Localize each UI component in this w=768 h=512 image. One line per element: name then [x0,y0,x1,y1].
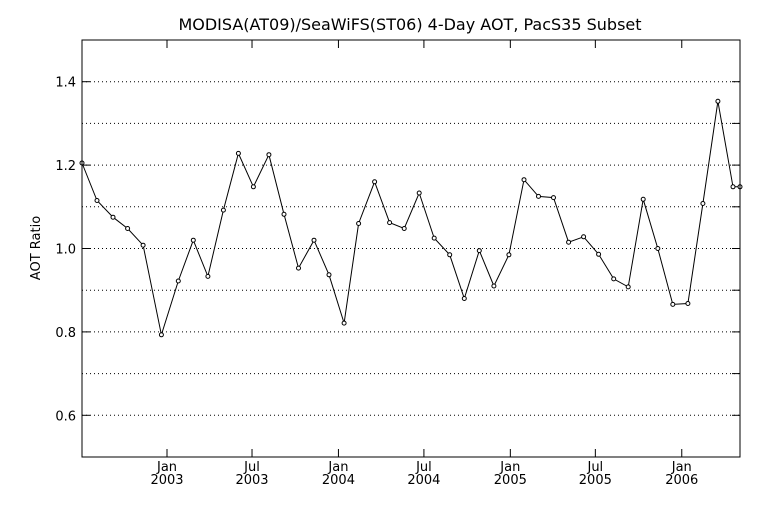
series-line [81,101,740,337]
x-tick-month-label: Jan [671,460,692,475]
y-tick-label: 0.6 [55,409,76,424]
x-tick-month-label: Jul [415,460,432,475]
data-point [715,98,721,104]
data-point [220,207,226,213]
data-point [640,196,646,202]
data-point [670,301,676,307]
data-point [372,179,378,185]
data-point [491,283,497,289]
data-point [296,265,301,271]
x-tick-month-label: Jul [243,460,260,475]
data-point [190,237,196,243]
data-point [551,195,556,201]
data-point [581,234,587,240]
x-tick-month-label: Jan [156,460,177,475]
data-point [326,272,332,278]
data-point [401,226,407,231]
series-layer [79,98,743,338]
data-point [655,246,661,251]
y-tick-label: 0.8 [55,326,76,341]
data-point [685,301,691,306]
grid-layer [82,81,740,416]
x-tick-year-label: 2003 [235,473,268,488]
data-point [281,211,287,217]
x-tick-month-label: Jul [586,460,603,475]
data-point [341,320,347,326]
data-point [356,221,362,226]
data-point [266,152,272,158]
data-point [416,190,422,196]
data-point [461,296,467,301]
data-point [158,332,164,338]
data-point [506,252,512,258]
x-tick-year-label: 2004 [322,473,355,488]
x-tick-year-label: 2005 [579,473,612,488]
x-tick-year-label: 2004 [407,473,440,488]
tick-layer [82,40,740,457]
data-point [431,235,437,241]
data-point [125,226,131,231]
y-tick-label: 1.4 [55,76,76,91]
data-point [476,248,482,254]
data-point [250,184,256,190]
data-point [387,220,393,226]
data-point [730,184,736,190]
data-point [447,252,453,258]
x-tick-month-label: Jan [499,460,520,475]
data-point [625,284,631,290]
data-point [175,278,181,284]
data-point [140,242,146,248]
data-point [596,251,602,257]
y-tick-label: 1.2 [55,159,76,174]
data-point [536,193,541,199]
data-point [94,198,100,203]
chart-title: MODISA(AT09)/SeaWiFS(ST06) 4-Day AOT, Pa… [178,15,641,34]
x-tick-year-label: 2006 [665,473,698,488]
label-layer: 0.60.81.01.21.4Jan2003Jul2003Jan2004Jul2… [55,76,698,488]
data-point [521,177,527,183]
y-axis-label: AOT Ratio [29,216,44,280]
data-point [566,239,572,245]
data-point [110,214,116,220]
data-point [611,276,617,282]
x-tick-month-label: Jan [327,460,348,475]
data-point [235,150,241,156]
data-point [700,201,706,206]
data-point [311,237,317,243]
x-tick-year-label: 2003 [150,473,183,488]
data-point [205,273,211,279]
y-tick-label: 1.0 [55,243,76,258]
x-tick-year-label: 2005 [494,473,527,488]
